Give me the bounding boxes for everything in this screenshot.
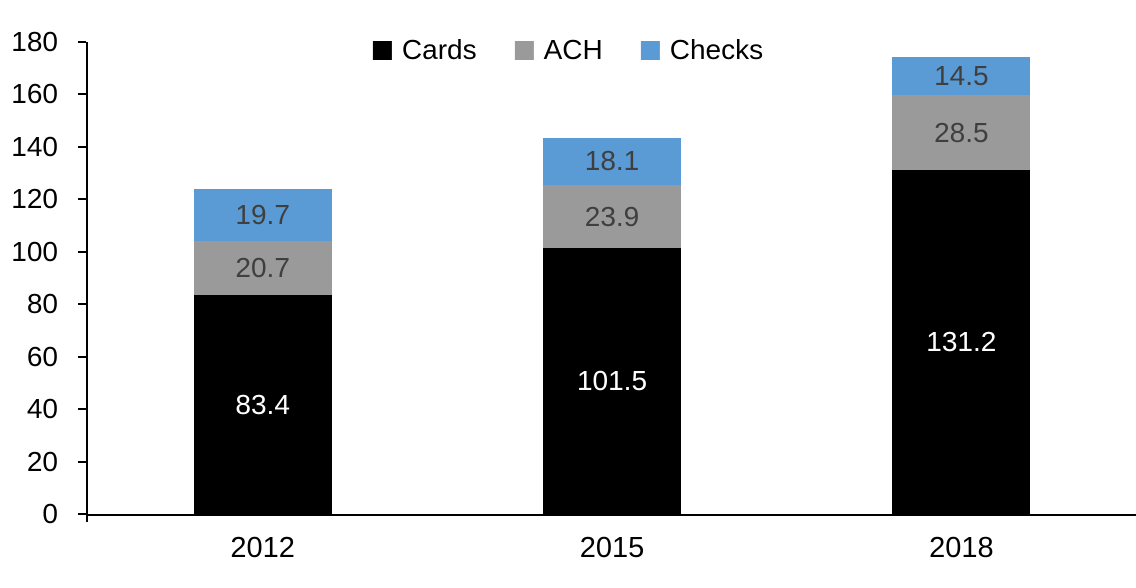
bar-value-label: 83.4	[235, 388, 290, 420]
bar-value-label: 14.5	[934, 60, 989, 92]
legend-swatch-icon	[372, 40, 392, 60]
y-axis-tick-label: 20	[26, 445, 58, 477]
x-category-label: 2015	[579, 532, 645, 564]
y-axis-tick	[78, 145, 86, 148]
bar-value-label: 28.5	[934, 116, 989, 148]
y-axis-tick-label: 0	[42, 498, 58, 529]
legend-item-cards: Cards	[372, 34, 477, 65]
plot-area: 0 20 40 60 80 100 120 140 160 180 83.4 20.7 19.7 2012…	[11, 26, 1136, 564]
bar-segment-checks-2018: 14.5	[892, 57, 1031, 96]
y-axis-tick-label: 100	[11, 235, 58, 267]
y-axis-tick	[78, 93, 86, 96]
y-axis-tick	[78, 41, 86, 43]
bar-segment-cards-2015: 101.5	[543, 247, 681, 514]
legend-item-ach: ACH	[514, 34, 603, 65]
y-axis-tick	[78, 355, 86, 358]
x-category-label: 2018	[929, 532, 994, 564]
x-category-label: 2012	[230, 532, 295, 564]
y-axis-tick-label: 160	[11, 78, 58, 110]
y-axis-tick	[78, 408, 86, 411]
y-axis-tick	[78, 250, 86, 253]
y-axis-tick	[78, 460, 86, 463]
y-axis-tick	[78, 198, 86, 201]
y-axis-tick-label: 140	[11, 130, 58, 162]
y-axis-tick-label: 120	[11, 183, 58, 215]
bar-segment-ach-2015: 23.9	[543, 185, 681, 248]
bar-segment-cards-2018: 131.2	[892, 169, 1031, 514]
y-axis-tick	[78, 513, 86, 515]
y-axis-tick-label: 180	[11, 26, 58, 57]
legend-item-checks: Checks	[640, 34, 764, 65]
bar-value-label: 20.7	[235, 252, 290, 284]
x-axis-line	[86, 514, 1136, 516]
bar-segment-ach-2012: 20.7	[193, 241, 332, 296]
bar-segment-cards-2012: 83.4	[193, 295, 332, 514]
bar-value-label: 131.2	[926, 325, 997, 357]
y-axis-tick-label: 60	[26, 340, 58, 372]
bar-segment-checks-2012: 19.7	[193, 189, 332, 242]
bar-value-label: 23.9	[584, 200, 640, 232]
y-axis-tick-label: 40	[26, 393, 58, 425]
y-axis-tick-label: 80	[26, 288, 58, 320]
bar-2015: 101.5 23.9 18.1	[543, 137, 681, 514]
bar-2018: 131.2 28.5 14.5	[892, 57, 1031, 514]
bar-value-label: 101.5	[576, 364, 648, 396]
chart-legend: Cards ACH Checks	[372, 34, 764, 65]
bar-2012: 83.4 20.7 19.7	[193, 189, 332, 514]
y-axis-tick	[78, 303, 86, 306]
bar-value-label: 18.1	[584, 145, 640, 177]
legend-swatch-icon	[514, 40, 534, 60]
legend-swatch-icon	[640, 40, 660, 60]
y-axis-line	[86, 42, 88, 522]
bar-value-label: 19.7	[235, 199, 290, 231]
bar-segment-checks-2015: 18.1	[543, 137, 681, 186]
bar-segment-ach-2018: 28.5	[892, 95, 1031, 170]
legend-label: ACH	[543, 34, 603, 65]
legend-label: Cards	[401, 34, 477, 65]
legend-label: Checks	[669, 34, 764, 65]
